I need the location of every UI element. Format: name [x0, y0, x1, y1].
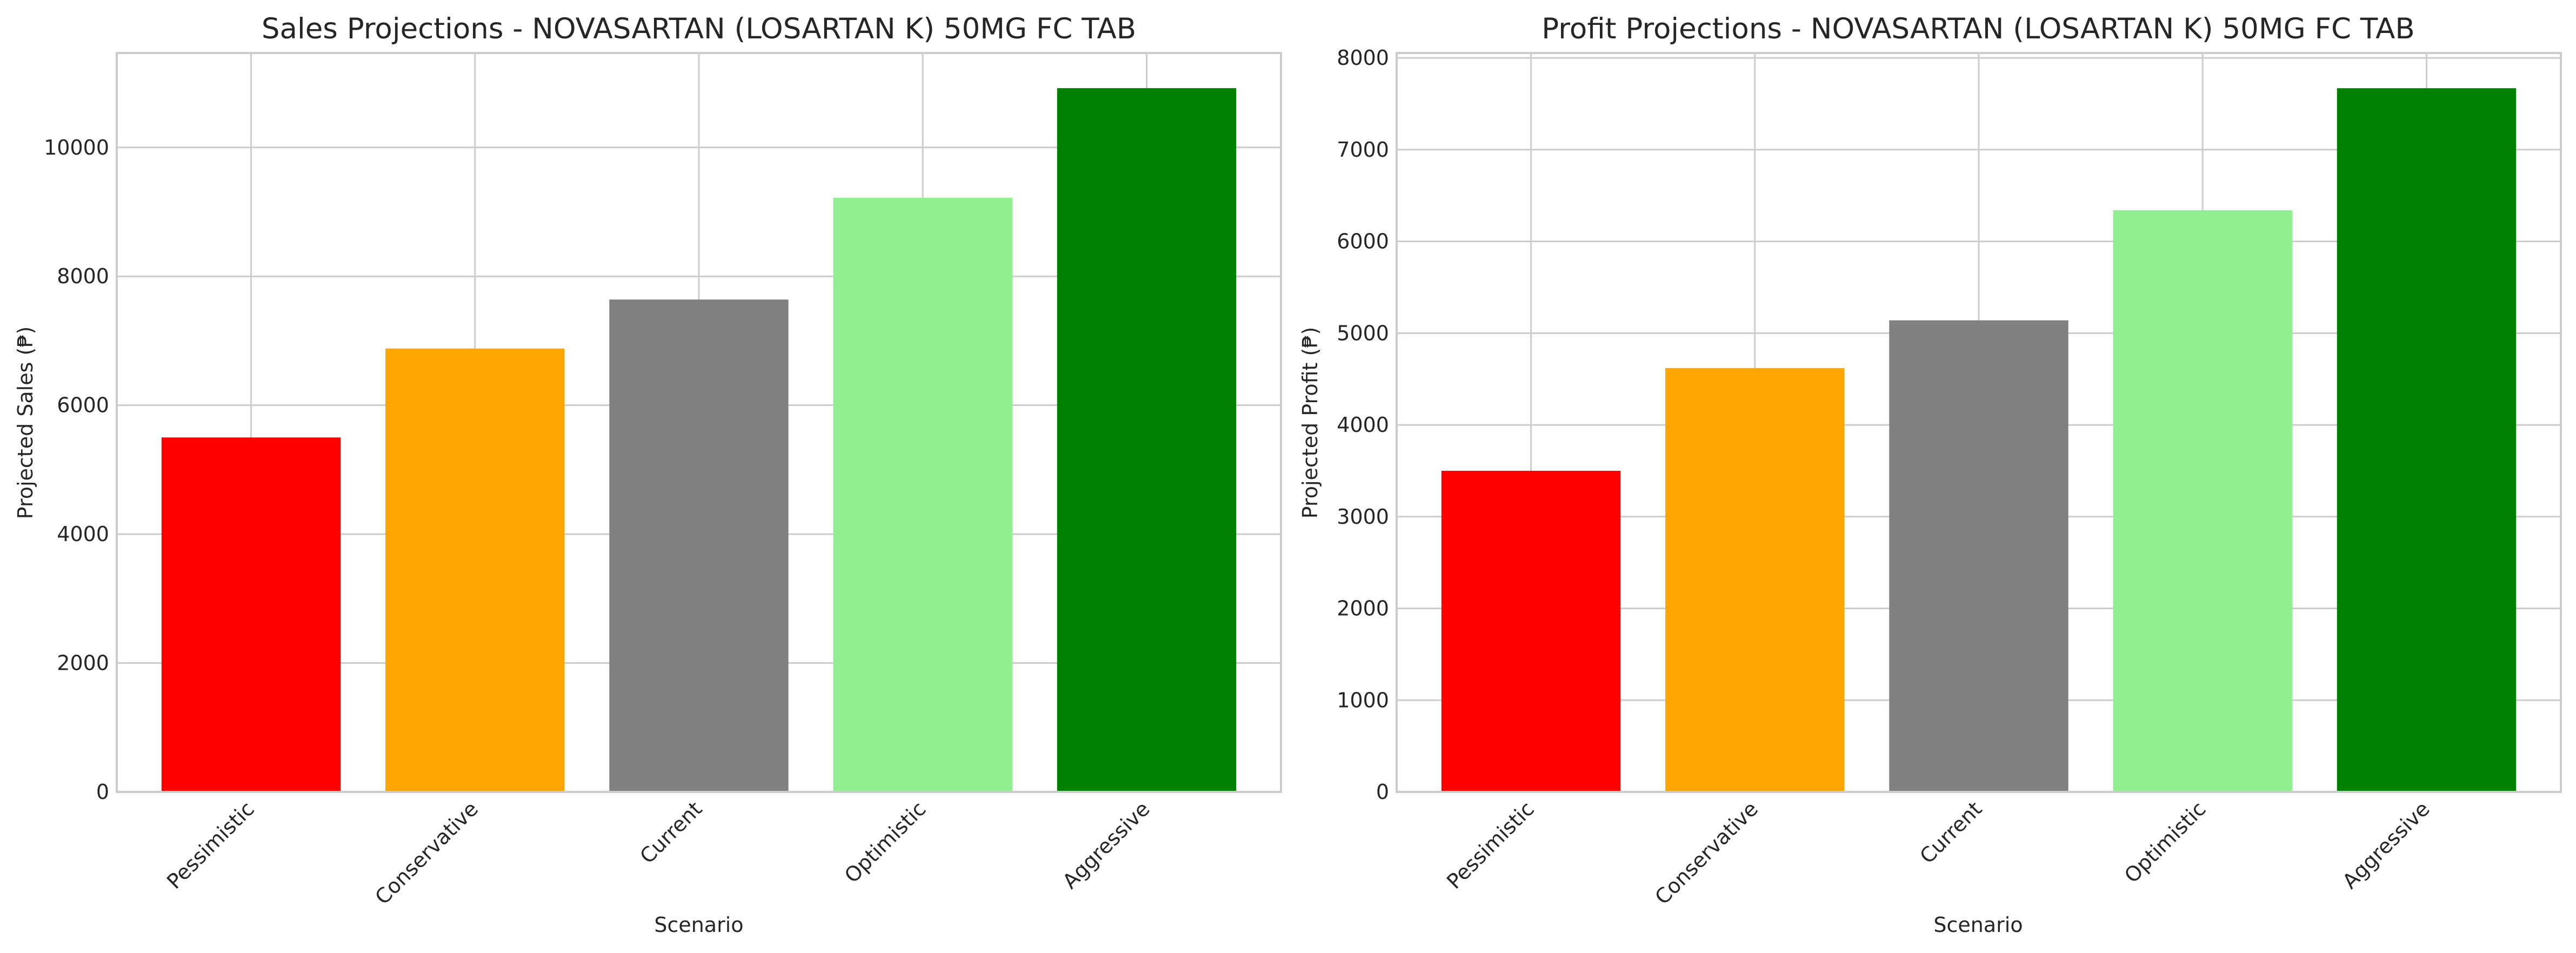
x-tick-label: Conservative	[1650, 797, 1763, 909]
y-tick-label: 0	[96, 780, 109, 804]
y-tick-label: 10000	[44, 136, 109, 159]
x-axis-label: Scenario	[1933, 913, 2023, 937]
bar-aggressive	[1057, 88, 1237, 792]
bar-conservative	[1665, 368, 1845, 792]
bar-aggressive	[2337, 88, 2517, 792]
bar-current	[609, 299, 789, 792]
y-tick-label: 4000	[57, 522, 109, 546]
x-tick-label: Pessimistic	[1442, 797, 1539, 894]
x-tick-label: Conservative	[370, 797, 483, 909]
chart-title: Sales Projections - NOVASARTAN (LOSARTAN…	[262, 12, 1136, 45]
y-tick-label: 4000	[1337, 413, 1389, 437]
x-tick-label: Current	[1915, 797, 1986, 868]
x-tick-label: Optimistic	[840, 797, 931, 888]
y-tick-label: 3000	[1337, 505, 1389, 529]
y-tick-label: 2000	[57, 651, 109, 675]
x-tick-label: Pessimistic	[162, 797, 259, 894]
sales-chart: 0 2000 4000 6000 8000 10000 Pessimistic Conserv…	[14, 12, 1282, 937]
y-axis-label: Projected Profit (₱)	[1298, 327, 1322, 519]
chart-title: Profit Projections - NOVASARTAN (LOSARTA…	[1541, 12, 2415, 45]
x-tick-label: Aggressive	[1058, 797, 1154, 894]
y-tick-label: 6000	[57, 394, 109, 417]
y-tick-label: 1000	[1337, 688, 1389, 712]
x-tick-label: Aggressive	[2338, 797, 2434, 894]
x-axis-label: Scenario	[654, 913, 743, 937]
bar-current	[1889, 320, 2068, 792]
x-tick-label: Optimistic	[2120, 797, 2211, 888]
y-tick-label: 2000	[1337, 597, 1389, 621]
bar-optimistic	[2113, 210, 2292, 792]
bar-pessimistic	[161, 437, 341, 792]
y-tick-label: 5000	[1337, 321, 1389, 345]
y-axis-label: Projected Sales (₱)	[14, 326, 37, 519]
x-tick-label: Current	[635, 797, 706, 868]
y-tick-label: 7000	[1337, 138, 1389, 162]
y-tick-label: 8000	[1337, 46, 1389, 70]
y-tick-label: 8000	[57, 264, 109, 288]
y-tick-label: 6000	[1337, 230, 1389, 254]
bar-optimistic	[833, 197, 1012, 792]
bar-conservative	[385, 348, 565, 792]
axes-frame	[116, 52, 1282, 793]
axes-frame	[1396, 52, 2562, 793]
y-tick-label: 0	[1376, 780, 1389, 804]
profit-chart: 0 1000 2000 3000 4000 5000 6000 7000 8000 Pessimi…	[1298, 12, 2562, 937]
bar-pessimistic	[1441, 470, 1621, 792]
